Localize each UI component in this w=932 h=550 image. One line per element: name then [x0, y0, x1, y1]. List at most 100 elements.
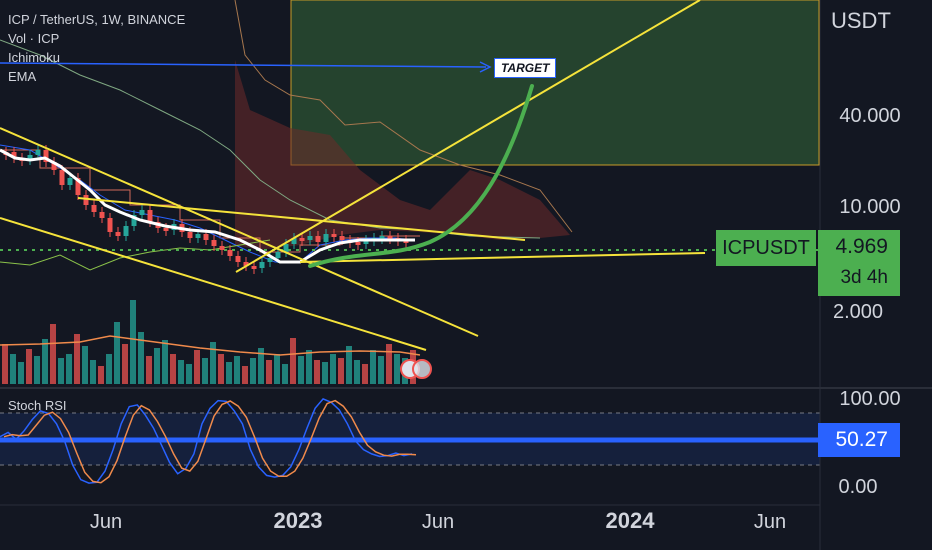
- ichimoku-span-a: [234, 0, 573, 233]
- volume-bar: [378, 356, 384, 384]
- candle: [139, 210, 145, 215]
- trendline-resistance: [77, 197, 526, 241]
- trendline-lower-channel: [0, 217, 427, 351]
- volume-bar: [226, 362, 232, 384]
- time-label-2024: 2024: [606, 508, 656, 533]
- volume-bar: [106, 354, 112, 384]
- volume-bar: [298, 356, 304, 384]
- symbol-title[interactable]: ICP / TetherUS, 1W, BINANCE: [8, 12, 186, 27]
- volume-bar: [394, 354, 400, 384]
- candle: [107, 218, 113, 232]
- candle: [243, 262, 249, 266]
- volume-bar: [138, 332, 144, 384]
- volume-bar: [234, 356, 240, 384]
- volume-bar: [218, 354, 224, 384]
- candle: [275, 252, 281, 258]
- candle: [211, 240, 217, 246]
- candle: [379, 236, 385, 239]
- candle: [99, 212, 105, 218]
- candle: [67, 178, 73, 185]
- indicator-ichimoku[interactable]: Ichimoku: [8, 50, 61, 65]
- ema-line: [0, 148, 415, 264]
- candle: [227, 250, 233, 256]
- volume-bar: [386, 344, 392, 384]
- candle: [51, 162, 57, 170]
- indicator-volume[interactable]: Vol · ICP: [8, 31, 60, 46]
- volume-bar: [178, 360, 184, 384]
- stoch-rsi-k-line: [0, 397, 413, 484]
- candle: [219, 246, 225, 250]
- volume-bar: [306, 350, 312, 384]
- candle: [75, 178, 81, 195]
- candle: [307, 236, 313, 240]
- volume-bar: [122, 344, 128, 384]
- volume-bar: [314, 360, 320, 384]
- candle: [355, 242, 361, 245]
- candle: [187, 232, 193, 238]
- event-icon[interactable]: [412, 359, 432, 379]
- volume-bar: [170, 354, 176, 384]
- volume-series: [2, 300, 416, 384]
- time-label-jun-2023: Jun: [422, 511, 454, 533]
- candle: [323, 234, 329, 242]
- rsi-tick-0: 0.00: [839, 476, 878, 498]
- volume-bar: [370, 350, 376, 384]
- volume-bar: [354, 360, 360, 384]
- volume-bar: [274, 354, 280, 384]
- candle: [363, 240, 369, 244]
- volume-bar: [194, 350, 200, 384]
- volume-bar: [74, 334, 80, 384]
- volume-bar: [242, 366, 248, 384]
- last-price-badge: 4.969 3d 4h: [818, 230, 900, 296]
- candle: [315, 236, 321, 242]
- candle: [27, 155, 33, 160]
- price-tick-2: 2.000: [833, 301, 883, 323]
- volume-bar: [2, 344, 8, 384]
- candle: [251, 266, 257, 269]
- volume-bar: [26, 349, 32, 384]
- volume-bar: [202, 358, 208, 384]
- volume-bar: [50, 324, 56, 384]
- candle: [147, 210, 153, 222]
- stoch-rsi-title[interactable]: Stoch RSI: [8, 398, 67, 413]
- candle: [91, 205, 97, 212]
- time-label-jun-2024: Jun: [754, 511, 786, 533]
- price-unit: USDT: [831, 8, 891, 33]
- target-zone: [290, 0, 820, 166]
- stoch-rsi-value-badge: 50.27: [818, 423, 900, 457]
- time-label-jun-2022: Jun: [90, 511, 122, 533]
- candle: [131, 215, 137, 226]
- volume-bar: [266, 360, 272, 384]
- volume-bar: [162, 340, 168, 384]
- volume-bar: [346, 346, 352, 384]
- volume-bar: [66, 354, 72, 384]
- volume-bar: [90, 360, 96, 384]
- indicator-ema[interactable]: EMA: [8, 69, 37, 84]
- candle: [259, 262, 265, 268]
- candle: [267, 258, 273, 262]
- candle: [195, 234, 201, 238]
- candle: [283, 244, 289, 252]
- stoch-rsi-d-line: [3, 399, 417, 484]
- last-price-symbol: ICPUSDT: [716, 230, 816, 266]
- target-arrow-line: [0, 62, 487, 68]
- volume-bar: [186, 364, 192, 384]
- chart-legend: ICP / TetherUS, 1W, BINANCE Vol · ICP Ic…: [8, 10, 185, 86]
- volume-bar: [250, 358, 256, 384]
- candle: [387, 236, 393, 239]
- volume-bar: [330, 354, 336, 384]
- candle: [331, 234, 337, 237]
- volume-bar: [98, 366, 104, 384]
- target-arrow-head: [479, 61, 492, 73]
- volume-bar: [282, 364, 288, 384]
- trendline-upper-channel: [0, 127, 479, 337]
- ichimoku-lagging: [0, 239, 271, 271]
- ichimoku-cloud: [235, 60, 570, 250]
- volume-bar: [18, 362, 24, 384]
- volume-bar: [338, 358, 344, 384]
- candle: [299, 238, 305, 241]
- price-tick-10: 10.000: [839, 196, 900, 218]
- volume-bar: [114, 322, 120, 384]
- candle: [123, 226, 129, 236]
